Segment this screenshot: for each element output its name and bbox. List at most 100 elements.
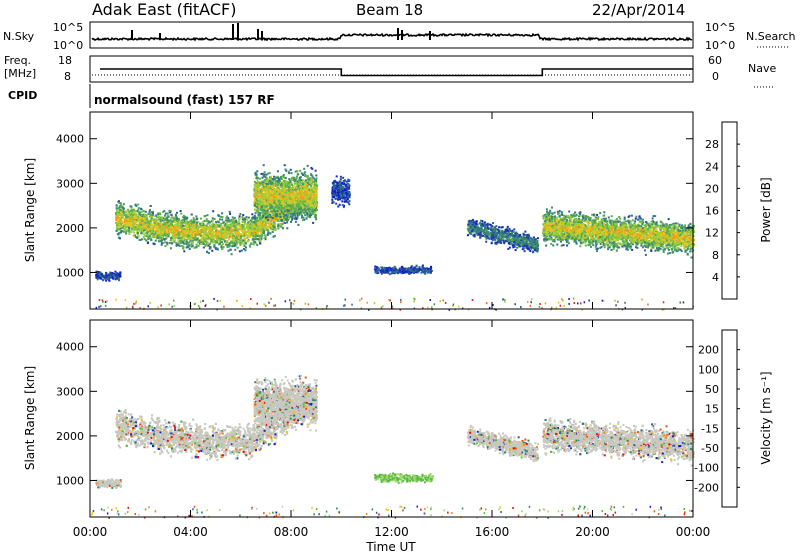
scatter-cell — [123, 212, 126, 215]
scatter-cell — [131, 228, 133, 230]
scatter-cell — [251, 218, 254, 221]
scatter-cell — [179, 239, 182, 242]
scatter-cell — [156, 228, 159, 231]
scatter-cell — [201, 221, 204, 224]
scatter-cell — [303, 181, 306, 184]
scatter-cell — [258, 240, 261, 243]
scatter-cell — [301, 197, 304, 199]
scatter-cell — [191, 241, 194, 244]
scatter-cell — [131, 223, 134, 226]
scatter-cell — [288, 217, 291, 220]
scatter-cell — [300, 172, 303, 175]
scatter-cell — [264, 212, 267, 215]
scatter-cell — [202, 246, 205, 249]
scatter-cell — [267, 226, 270, 229]
scatter-cell — [139, 213, 142, 216]
scatter-cell — [206, 238, 209, 241]
scatter-cell — [223, 224, 226, 227]
scatter-cell — [279, 184, 282, 187]
scatter-cell — [213, 231, 216, 234]
scatter-cell — [231, 245, 234, 248]
scatter-cell — [120, 225, 123, 228]
scatter-cell — [228, 228, 231, 231]
scatter-cell — [173, 239, 176, 242]
scatter-cell — [232, 232, 234, 235]
scatter-cell — [282, 213, 285, 216]
scatter-cell — [162, 219, 165, 222]
scatter-cell — [272, 228, 274, 231]
scatter-cell — [147, 223, 150, 226]
scatter-cell — [155, 227, 158, 230]
scatter-cell — [237, 232, 240, 235]
scatter-cell — [279, 199, 282, 202]
scatter-cell — [202, 223, 205, 226]
scatter-cell — [116, 209, 119, 212]
scatter-cell — [217, 220, 220, 223]
scatter-cell — [216, 235, 219, 238]
scatter-cell — [110, 272, 113, 274]
scatter-cell — [253, 183, 256, 186]
scatter-cell — [157, 212, 160, 215]
cpid-text: normalsound (fast) 157 RF — [94, 93, 275, 107]
scatter-cell — [166, 241, 169, 244]
scatter-cell — [157, 232, 160, 235]
scatter-cell — [215, 240, 218, 243]
scatter-cell — [115, 216, 118, 219]
scatter-cell — [286, 183, 289, 186]
scatter-cell — [230, 223, 233, 226]
scatter-cell — [149, 209, 151, 212]
scatter-cell — [261, 219, 264, 222]
scatter-cell — [209, 227, 212, 230]
scatter-cell — [223, 225, 226, 228]
scatter-cell — [109, 275, 112, 278]
scatter-cell — [257, 199, 260, 202]
scatter-cell — [213, 223, 216, 226]
scatter-cell — [122, 209, 125, 212]
power-scatter — [95, 164, 695, 311]
scatter-cell — [244, 242, 247, 245]
scatter-cell — [142, 221, 145, 224]
scatter-cell — [171, 231, 174, 234]
scatter-cell — [164, 241, 166, 244]
scatter-cell — [133, 210, 136, 213]
scatter-cell — [253, 227, 256, 230]
scatter-cell — [142, 225, 145, 228]
scatter-cell — [198, 239, 201, 242]
scatter-cell — [278, 205, 281, 208]
scatter-cell — [249, 235, 252, 238]
scatter-cell — [191, 234, 194, 237]
scatter-cell — [195, 231, 198, 234]
scatter-cell — [247, 236, 250, 238]
scatter-cell — [167, 215, 170, 218]
scatter-cell — [263, 219, 266, 222]
nave-tick-top: 60 — [708, 54, 722, 67]
scatter-cell — [164, 212, 167, 215]
scatter-cell — [145, 239, 148, 242]
scatter-cell — [225, 230, 228, 233]
scatter-cell — [227, 245, 230, 248]
scatter-cell — [238, 224, 241, 227]
scatter-cell — [125, 232, 128, 235]
scatter-cell — [252, 241, 255, 243]
scatter-cell — [193, 219, 196, 221]
scatter-cell — [107, 275, 109, 278]
scatter-cell — [252, 234, 255, 237]
scatter-cell — [150, 218, 153, 220]
scatter-cell — [193, 223, 196, 226]
scatter-cell — [305, 175, 308, 178]
scatter-cell — [175, 235, 177, 238]
scatter-cell — [265, 219, 268, 222]
scatter-cell — [243, 218, 246, 221]
scatter-cell — [102, 275, 104, 278]
scatter-cell — [243, 239, 246, 242]
scatter-cell — [123, 213, 126, 216]
scatter-cell — [133, 215, 136, 218]
scatter-cell — [201, 237, 204, 239]
scatter-cell — [236, 231, 238, 234]
scatter-cell — [299, 198, 302, 201]
scatter-cell — [217, 239, 220, 242]
scatter-cell — [252, 233, 255, 236]
scatter-cell — [112, 275, 115, 278]
scatter-cell — [128, 226, 131, 229]
scatter-cell — [264, 184, 266, 187]
